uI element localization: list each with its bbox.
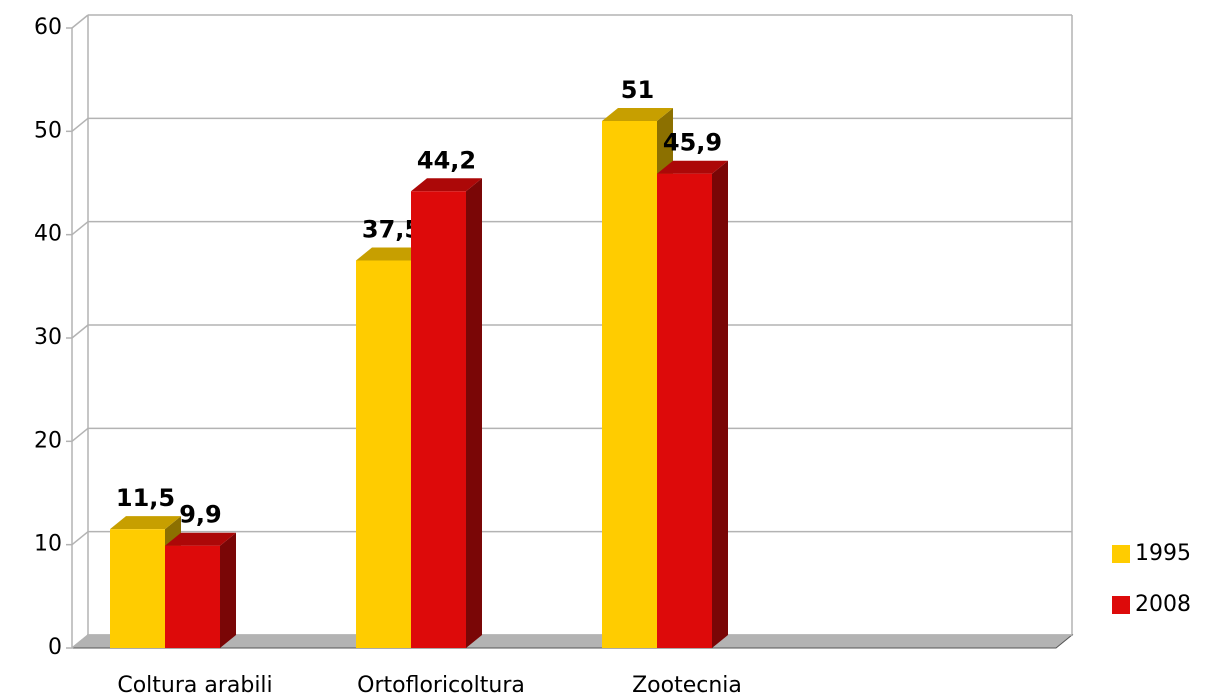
x-tick-label: Zootecnia xyxy=(632,673,742,698)
value-label: 44,2 xyxy=(417,146,476,174)
bar-side xyxy=(220,532,236,648)
bar-top xyxy=(602,108,673,121)
bar xyxy=(411,191,466,648)
x-tick-label: Ortofloricoltura xyxy=(357,673,525,698)
legend-label: 2008 xyxy=(1135,592,1191,617)
grid-diagonal xyxy=(71,117,89,132)
value-label: 51 xyxy=(621,76,654,104)
grid-diagonal xyxy=(71,531,89,546)
grid-diagonal xyxy=(71,324,89,339)
legend-swatch xyxy=(1112,545,1130,563)
legend-swatch xyxy=(1112,596,1130,614)
y-tick-label: 20 xyxy=(34,428,62,453)
legend-label: 1995 xyxy=(1135,541,1191,566)
grid-diagonal xyxy=(71,14,89,29)
y-tick-label: 50 xyxy=(34,118,62,143)
value-label: 45,9 xyxy=(663,129,722,157)
value-label: 9,9 xyxy=(179,501,222,529)
bar xyxy=(602,121,657,648)
bar-top xyxy=(165,532,236,546)
y-tick-label: 10 xyxy=(34,532,62,557)
bar-top xyxy=(110,516,181,530)
bar xyxy=(356,260,411,648)
bar-side xyxy=(466,178,482,648)
bar-side xyxy=(712,160,728,648)
value-label: 11,5 xyxy=(116,484,175,512)
grid-diagonal xyxy=(71,427,89,442)
bar-top xyxy=(356,247,427,261)
grid-diagonal xyxy=(71,634,89,649)
y-tick-label: 40 xyxy=(34,222,62,247)
grid-diagonal xyxy=(71,221,89,236)
x-tick-label: Coltura arabili xyxy=(117,673,272,698)
bar xyxy=(165,545,220,648)
y-tick-label: 0 xyxy=(48,635,62,660)
bar xyxy=(110,529,165,648)
bar-top xyxy=(657,160,728,174)
bar-top xyxy=(411,178,482,192)
y-tick-label: 30 xyxy=(34,325,62,350)
y-tick-label: 60 xyxy=(34,15,62,40)
bar xyxy=(657,173,712,648)
